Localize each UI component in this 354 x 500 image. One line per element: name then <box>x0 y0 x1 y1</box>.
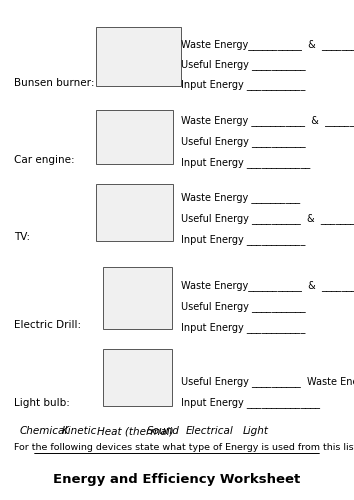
Text: Waste Energy ___________  &  __________: Waste Energy ___________ & __________ <box>181 116 354 126</box>
Text: Input Energy _______________: Input Energy _______________ <box>181 398 320 408</box>
Text: Input Energy _____________: Input Energy _____________ <box>181 158 310 168</box>
Text: Chemical: Chemical <box>19 426 68 436</box>
Text: Light bulb:: Light bulb: <box>14 398 70 407</box>
Text: Electrical: Electrical <box>186 426 234 436</box>
FancyBboxPatch shape <box>96 110 173 164</box>
Text: Car engine:: Car engine: <box>14 155 75 165</box>
Text: Light: Light <box>242 426 268 436</box>
Text: Energy and Efficiency Worksheet: Energy and Efficiency Worksheet <box>53 472 301 486</box>
Text: Useful Energy ___________: Useful Energy ___________ <box>181 136 305 147</box>
FancyBboxPatch shape <box>103 266 172 329</box>
Text: Useful Energy __________  &  __________: Useful Energy __________ & __________ <box>181 213 354 224</box>
Text: Input Energy ____________: Input Energy ____________ <box>181 79 305 90</box>
Text: Kinetic: Kinetic <box>62 426 97 436</box>
Text: Waste Energy __________: Waste Energy __________ <box>181 192 300 203</box>
Text: Waste Energy___________  &  __________: Waste Energy___________ & __________ <box>181 39 354 50</box>
FancyBboxPatch shape <box>96 184 173 241</box>
Text: Electric Drill:: Electric Drill: <box>14 320 81 330</box>
Text: Useful Energy ___________: Useful Energy ___________ <box>181 302 305 312</box>
Text: Useful Energy __________  Waste Energy _________: Useful Energy __________ Waste Energy __… <box>181 376 354 388</box>
Text: Sound: Sound <box>147 426 180 436</box>
Text: Waste Energy___________  &  __________: Waste Energy___________ & __________ <box>181 280 354 291</box>
Text: TV:: TV: <box>14 232 30 242</box>
FancyBboxPatch shape <box>103 348 172 406</box>
Text: Useful Energy ___________: Useful Energy ___________ <box>181 59 305 70</box>
Text: Input Energy ____________: Input Energy ____________ <box>181 234 305 245</box>
Text: For the following devices state what type of Energy is used from this list:: For the following devices state what typ… <box>14 442 354 452</box>
Text: Bunsen burner:: Bunsen burner: <box>14 78 95 88</box>
Text: Input Energy ____________: Input Energy ____________ <box>181 322 305 334</box>
Text: Heat (thermal): Heat (thermal) <box>97 426 174 436</box>
FancyBboxPatch shape <box>96 27 181 86</box>
